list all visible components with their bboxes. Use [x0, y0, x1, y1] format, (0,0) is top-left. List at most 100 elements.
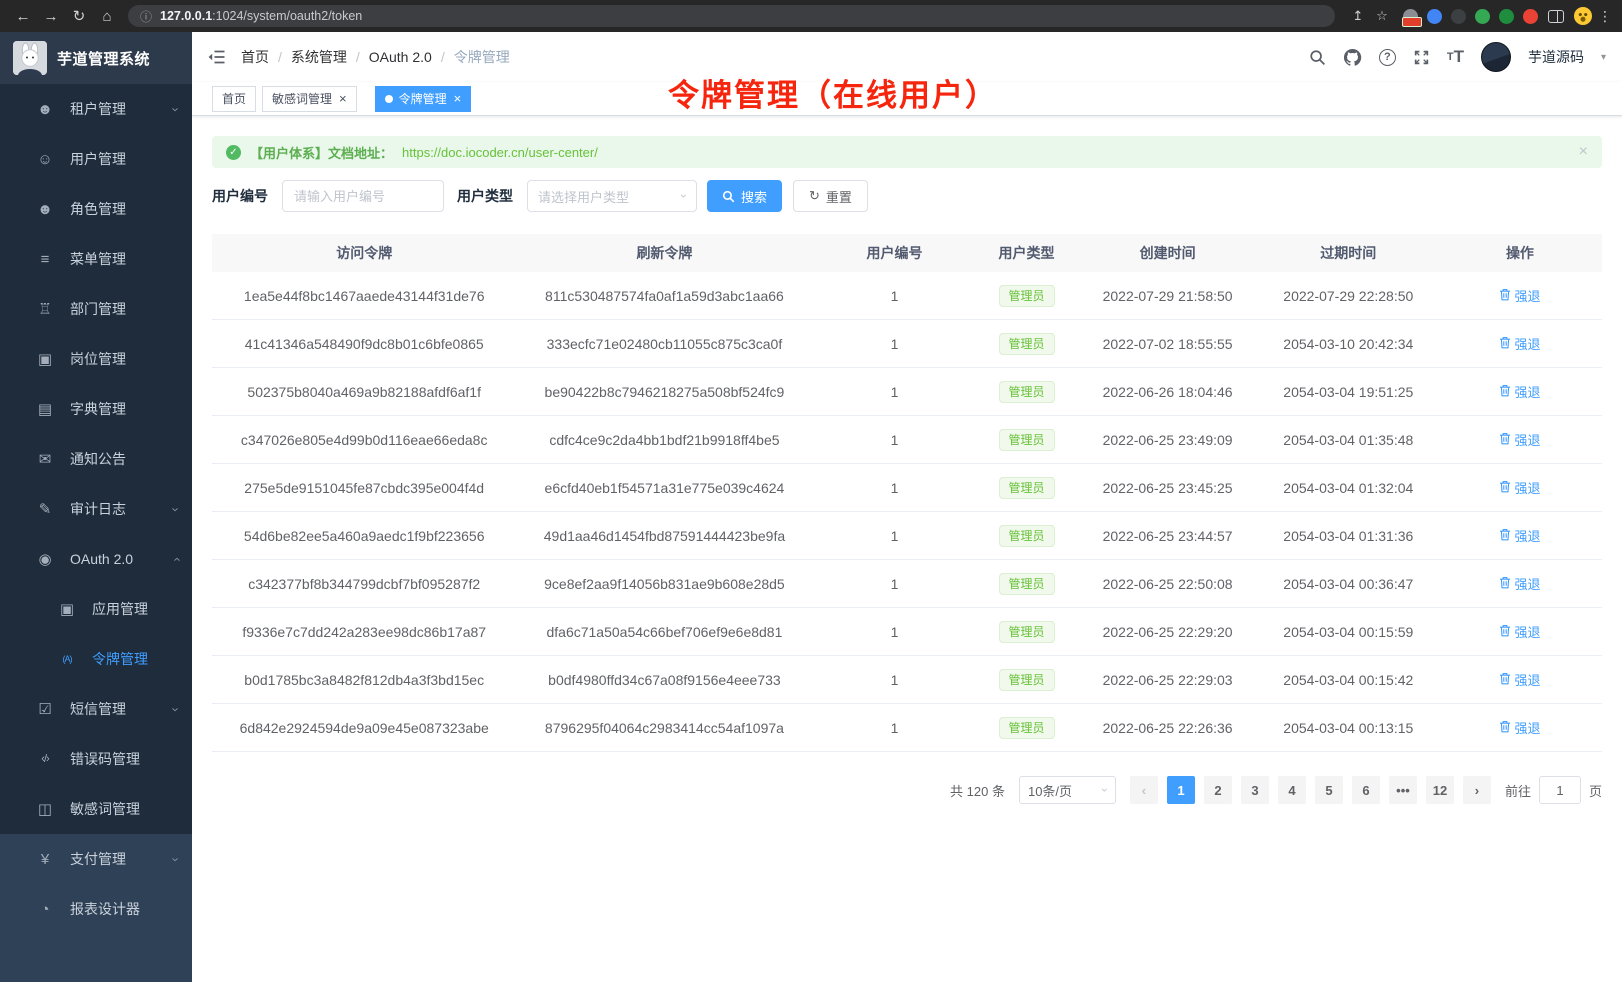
forward-icon[interactable]: →	[43, 7, 59, 25]
share-icon[interactable]: ↥	[1352, 8, 1364, 23]
force-logout-button[interactable]: 强退	[1499, 430, 1540, 449]
sidebar-logo-row[interactable]: 芋道管理系统	[0, 32, 192, 84]
total-count: 共 120 条	[950, 783, 1005, 799]
sidebar-item-role[interactable]: ☻ 角色管理	[0, 184, 192, 234]
split-window-icon[interactable]	[1548, 9, 1564, 23]
sidebar-item-menu[interactable]: ≡ 菜单管理	[0, 234, 192, 284]
col-header: 用户编号	[866, 245, 923, 261]
sidebar-item-report[interactable]: ◔ 报表设计器	[0, 884, 192, 934]
user-id-cell: 1	[890, 671, 899, 688]
access-token-cell: 275e5de9151045fe87cbdc395e004f4d	[244, 479, 485, 496]
next-page-button[interactable]: ›	[1462, 776, 1491, 804]
user-avatar[interactable]	[1480, 42, 1511, 72]
alert-doc-link[interactable]: https://doc.iocoder.cn/user-center/	[402, 144, 598, 160]
breadcrumb-item[interactable]: OAuth 2.0	[368, 49, 432, 65]
user-caret-icon[interactable]: ▾	[1600, 51, 1606, 63]
sidebar-item-notice[interactable]: ✉ 通知公告	[0, 434, 192, 484]
page-button-1[interactable]: 1	[1166, 776, 1195, 804]
user-type-select[interactable]: 请选择用户类型 ›	[527, 180, 697, 212]
app-title: 芋道管理系统	[57, 50, 151, 68]
more-pages-button[interactable]: •••	[1388, 776, 1417, 804]
back-icon[interactable]: ←	[15, 7, 31, 25]
bookmark-star-icon[interactable]: ☆	[1376, 8, 1388, 23]
force-logout-button[interactable]: 强退	[1499, 670, 1540, 689]
force-logout-button[interactable]: 强退	[1499, 382, 1540, 401]
sidebar-item-post[interactable]: ▣ 岗位管理	[0, 334, 192, 384]
sensitive-icon: ◫	[37, 801, 53, 818]
force-logout-button[interactable]: 强退	[1499, 622, 1540, 641]
sidebar-item-pay[interactable]: ¥ 支付管理 ›	[0, 834, 192, 884]
action-cell: 强退	[1438, 368, 1602, 415]
sidebar-item-oauth-app[interactable]: ▣ 应用管理	[0, 584, 192, 634]
sidebar-item-tenant[interactable]: ☻ 租户管理 ›	[0, 84, 192, 134]
force-logout-button[interactable]: 强退	[1499, 334, 1540, 353]
oauth-app-icon: ▣	[59, 601, 75, 618]
extension-teal-icon[interactable]	[1499, 8, 1514, 24]
url-host: 127.0.0.1	[160, 9, 213, 23]
tab-close-icon[interactable]: ×	[453, 91, 462, 106]
page-button-3[interactable]: 3	[1240, 776, 1269, 804]
breadcrumb-item[interactable]: 首页	[241, 49, 269, 65]
extension-icons	[1402, 8, 1538, 27]
browser-menu-icon[interactable]: ⋮	[1598, 7, 1612, 24]
sidebar-item-errcode[interactable]: ‹/› 错误码管理	[0, 734, 192, 784]
sidebar-item-dept[interactable]: ♖ 部门管理	[0, 284, 192, 334]
tab-敏感词管理[interactable]: 敏感词管理 ×	[262, 85, 357, 112]
action-cell: 强退	[1438, 416, 1602, 463]
force-logout-button[interactable]: 强退	[1499, 478, 1540, 497]
url-bar[interactable]: ⓘ 127.0.0.1:1024/system/oauth2/token	[128, 5, 1335, 27]
extension-red-icon[interactable]	[1523, 8, 1538, 24]
search-button[interactable]: 搜索	[707, 180, 783, 212]
help-icon[interactable]: ?	[1378, 46, 1396, 68]
extension-blue-icon[interactable]	[1427, 8, 1442, 24]
page-button-2[interactable]: 2	[1203, 776, 1232, 804]
force-logout-button[interactable]: 强退	[1499, 574, 1540, 593]
page-button-12[interactable]: 12	[1425, 776, 1454, 804]
sidebar-item-label: 字典管理	[70, 401, 126, 417]
search-icon[interactable]	[1309, 46, 1326, 68]
extension-green-icon[interactable]	[1475, 8, 1490, 24]
page-size-select[interactable]: 10条/页 ›	[1018, 776, 1116, 804]
page-button-5[interactable]: 5	[1314, 776, 1343, 804]
goto-page-input[interactable]	[1538, 776, 1581, 804]
force-logout-button[interactable]: 强退	[1499, 718, 1540, 737]
sidebar-item-sms[interactable]: ☑ 短信管理 ›	[0, 684, 192, 734]
tab-令牌管理[interactable]: 令牌管理 ×	[374, 85, 472, 112]
reset-button[interactable]: ↻ 重置	[793, 180, 868, 212]
github-icon[interactable]	[1343, 46, 1362, 68]
page-button-6[interactable]: 6	[1351, 776, 1380, 804]
sidebar-item-user[interactable]: ☺ 用户管理	[0, 134, 192, 184]
sidebar-item-sensitive[interactable]: ◫ 敏感词管理	[0, 784, 192, 834]
hamburger-icon[interactable]	[208, 49, 225, 65]
user-id-input[interactable]	[282, 180, 444, 212]
created-time-cell: 2022-06-25 22:29:03	[1102, 671, 1233, 688]
trash-icon	[1499, 480, 1511, 496]
extension-gray-icon[interactable]	[1402, 8, 1422, 27]
alert-close-icon[interactable]: ×	[1578, 143, 1588, 160]
sidebar-item-oauth-token[interactable]: (A) 令牌管理	[0, 634, 192, 684]
user-type-cell: 管理员	[976, 368, 1076, 415]
extension-dark-icon[interactable]	[1451, 8, 1466, 24]
reload-icon[interactable]: ↻	[72, 8, 86, 25]
menu-icon: ≡	[40, 250, 50, 268]
home-icon[interactable]: ⌂	[102, 7, 112, 25]
breadcrumb-item[interactable]: 系统管理	[290, 49, 347, 65]
force-logout-button[interactable]: 强退	[1499, 526, 1540, 545]
site-info-icon[interactable]: ⓘ	[140, 9, 153, 24]
tab-close-icon[interactable]: ×	[339, 91, 347, 106]
tab-首页[interactable]: 首页	[212, 85, 257, 112]
sidebar-item-oauth[interactable]: ◉ OAuth 2.0 ›	[0, 534, 192, 584]
sidebar-item-label: 支付管理	[70, 851, 126, 867]
browser-profile-avatar[interactable]	[1574, 7, 1592, 25]
sidebar-item-dict[interactable]: ▤ 字典管理	[0, 384, 192, 434]
force-logout-button[interactable]: 强退	[1499, 286, 1540, 305]
sidebar-item-label: 部门管理	[70, 301, 126, 317]
page-button-4[interactable]: 4	[1277, 776, 1306, 804]
refresh-token-cell: dfa6c71a50a54c66bef706ef9e6e8d81	[546, 623, 783, 640]
prev-page-button[interactable]: ‹	[1129, 776, 1158, 804]
sidebar-item-audit[interactable]: ✎ 审计日志 ›	[0, 484, 192, 534]
username[interactable]: 芋道源码	[1527, 49, 1584, 65]
fullscreen-icon[interactable]	[1413, 46, 1430, 68]
